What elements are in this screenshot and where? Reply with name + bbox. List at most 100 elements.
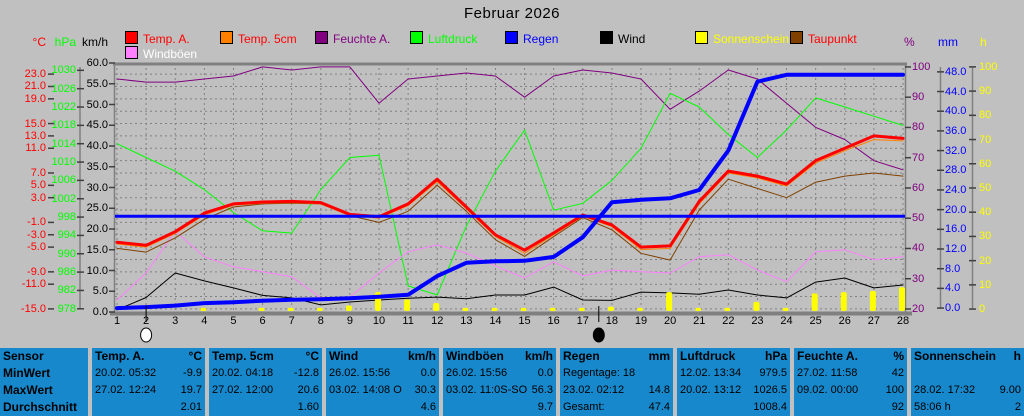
x-axis-day-label: 15	[518, 315, 531, 327]
sunshine-bar	[200, 307, 207, 311]
x-axis-day-label: 2	[143, 315, 150, 327]
cell-value: 1008.4	[753, 401, 787, 413]
statistics-table: Sensor MinWert MaxWert Durchschnitt Temp. A.…	[0, 348, 1024, 416]
table-column-luftdruck: Luftdruck hPa 12.02. 13:34 979.5 20.02. 13:1…	[677, 348, 790, 416]
sunshine-bar	[316, 307, 323, 311]
column-header: Feuchte A.%	[797, 348, 904, 365]
cell-text: 26.02. 15:56	[446, 367, 508, 379]
series-luftdruck	[116, 92, 904, 296]
table-row: 20.02. 13:12 1026.5	[680, 382, 787, 399]
table-row: 27.02. 12:00 20.6	[212, 382, 319, 399]
hpa-tick-label: 978	[57, 302, 76, 315]
legend-label: Feuchte A.	[333, 32, 391, 46]
column-title: Windböen	[446, 349, 504, 363]
kmh-tick-label: 15.0	[86, 243, 108, 256]
mm-tick-label: 28.0	[945, 164, 967, 177]
kmh-tick-label: 0.0	[92, 306, 108, 318]
celsius-unit-label: °C	[32, 35, 46, 49]
cell-text: 27.02. 12:00	[212, 384, 274, 396]
column-title: Temp. 5cm	[212, 349, 274, 363]
column-header: Windböen km/h	[446, 348, 553, 365]
kmh-tick-label: 30.0	[86, 181, 108, 194]
row-label: MaxWert	[3, 383, 53, 397]
table-row: 27.02. 12:24 19.7	[95, 382, 202, 399]
mm-tick-label: 4.0	[945, 282, 961, 295]
celsius-tick-label: 13.0	[24, 129, 46, 142]
kmh-tick-label: 5.0	[92, 285, 108, 298]
table-row: 1008.4	[680, 399, 787, 416]
legend-label: Windböen	[143, 47, 198, 61]
sunshine-bar	[782, 307, 789, 311]
sunshine-bar	[549, 307, 556, 311]
feuchte-a-legend-swatch-icon	[315, 31, 328, 44]
x-axis-day-label: 14	[489, 315, 502, 327]
table-column-windb-en: Windböen km/h 26.02. 15:56 0.0 03.02. 11:0S-…	[443, 348, 556, 416]
table-row: 09.02. 00:00 100	[797, 382, 904, 399]
pct-tick-label: 50	[912, 212, 925, 225]
x-axis-day-label: 21	[693, 315, 706, 327]
wind-legend-swatch-icon	[600, 31, 613, 44]
cell-value: 2.01	[180, 401, 202, 413]
x-axis-day-label: 28	[896, 315, 910, 327]
x-axis-day-label: 25	[809, 315, 822, 327]
series-temp-a	[115, 134, 905, 252]
mm-unit-label: mm	[938, 35, 958, 49]
hpa-unit-label: hPa	[54, 35, 76, 49]
table-row: 92	[797, 399, 904, 416]
series-wind	[116, 272, 904, 311]
column-header: Luftdruck hPa	[680, 348, 787, 365]
pct-tick-label: 70	[912, 151, 925, 164]
cell-value: 47.4	[648, 401, 670, 413]
table-row: 03.02. 14:08 O 30.3	[329, 382, 436, 399]
table-row: 27.02. 11:58 42	[797, 365, 904, 382]
x-axis-day-label: 27	[867, 315, 880, 327]
sunshine-bar	[404, 299, 411, 311]
pct-unit-label: %	[904, 35, 915, 49]
kmh-tick-label: 60.0	[86, 57, 108, 69]
table-row: 28.02. 17:32 9.00	[914, 382, 1021, 399]
hpa-tick-label: 1014	[51, 137, 76, 150]
celsius-tick-label: 19.0	[24, 92, 46, 105]
cell-text: 27.02. 11:58	[797, 367, 858, 379]
cell-value: 30.3	[414, 384, 436, 396]
sunshine-bar	[724, 307, 731, 311]
x-axis-day-label: 1	[113, 315, 121, 327]
pct-tick-label: 90	[912, 91, 925, 104]
column-header: Regen mm	[563, 348, 670, 365]
cell-value: 979.5	[759, 367, 787, 379]
cell-text: 27.02. 12:24	[95, 384, 157, 396]
hpa-tick-label: 990	[57, 247, 76, 260]
celsius-tick-label: 11.0	[25, 142, 46, 155]
pct-tick-label: 40	[912, 242, 925, 255]
x-axis-day-label: 8	[317, 315, 324, 327]
h-tick-label: 40	[979, 206, 992, 219]
x-axis-day-label: 12	[431, 315, 444, 327]
kmh-tick-label: 45.0	[86, 119, 108, 132]
hpa-tick-label: 1018	[51, 119, 76, 132]
pct-tick-label: 30	[912, 272, 925, 285]
hpa-tick-label: 1030	[51, 64, 76, 77]
hpa-tick-label: 1002	[51, 192, 76, 205]
legend-item-sonnenschein: Sonnenschein	[695, 30, 789, 46]
h-unit-label: h	[980, 35, 987, 49]
hpa-tick-label: 1006	[51, 174, 76, 187]
x-axis-day-label: 23	[751, 315, 764, 327]
mm-tick-label: 24.0	[945, 183, 967, 196]
cell-value: 4.6	[420, 401, 436, 413]
page-title: Februar 2026	[463, 5, 561, 22]
column-title: Wind	[329, 349, 359, 363]
weather-chart: Februar 2026 23.0 21.0 19.0 15.0 13.0 11.0 7.0…	[21, 5, 997, 343]
plot-canvas	[48, 62, 976, 343]
legend-item-regen: Regen	[505, 30, 558, 46]
mm-tick-label: 48.0	[945, 65, 967, 78]
sunshine-bar	[899, 287, 905, 311]
sunshine-bar	[753, 301, 760, 311]
cell-value: -9.9	[183, 367, 202, 379]
column-title: Temp. A.	[95, 349, 145, 363]
x-axis-day-label: 24	[780, 315, 793, 327]
table-row: 58:06 h 2	[914, 399, 1021, 416]
sunshine-bar	[607, 306, 614, 311]
sunshine-bar	[637, 307, 643, 311]
cell-text: 20.02. 13:12	[680, 384, 742, 396]
kmh-unit-label: km/h	[81, 35, 108, 49]
